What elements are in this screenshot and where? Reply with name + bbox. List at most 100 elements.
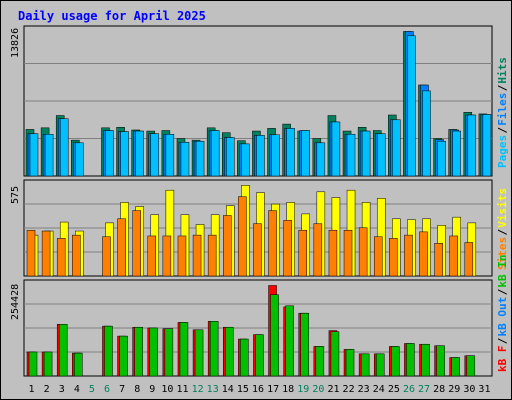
pages-bar-22 — [346, 134, 356, 177]
kb-in-bar-18 — [285, 305, 294, 377]
pages-bar-15 — [241, 143, 250, 177]
kb-in-bar-9 — [149, 327, 159, 377]
x-label-7: 7 — [119, 384, 125, 395]
pages-bar-6 — [105, 130, 114, 177]
x-label-13: 13 — [207, 384, 219, 395]
pages-bar-21 — [331, 121, 341, 177]
sites-bar-25 — [389, 238, 398, 277]
kb-in-bar-6 — [104, 325, 113, 377]
sites-bar-17 — [268, 210, 277, 277]
sites-bar-9 — [147, 235, 157, 277]
x-label-22: 22 — [343, 384, 355, 395]
kb-in-bar-4 — [74, 352, 83, 377]
pages-bar-4 — [75, 142, 84, 177]
pages-bar-25 — [392, 119, 401, 177]
top-legend-2: Files — [496, 93, 509, 126]
x-label-24: 24 — [373, 384, 385, 395]
sites-bar-10 — [162, 235, 172, 277]
x-label-14: 14 — [222, 384, 234, 395]
middle-legend-1: / — [496, 229, 509, 236]
pages-bar-10 — [165, 134, 175, 177]
x-label-27: 27 — [418, 384, 430, 395]
pages-bar-3 — [59, 118, 69, 177]
kb-in-bar-7 — [119, 335, 128, 377]
x-label-30: 30 — [463, 384, 475, 395]
pages-bar-2 — [44, 134, 54, 177]
kb-in-bar-10 — [164, 328, 174, 377]
pages-bar-20 — [316, 142, 326, 177]
pages-bar-29 — [452, 130, 461, 177]
sites-bar-30 — [464, 242, 474, 277]
pages-bar-26 — [407, 35, 416, 177]
kb-in-bar-27 — [421, 343, 430, 377]
kb-in-bar-20 — [315, 346, 325, 377]
kb-in-bar-16 — [255, 334, 264, 377]
kb-in-bar-19 — [300, 312, 309, 377]
kb-in-bar-13 — [209, 321, 219, 377]
bottom-legend-0: kB F — [496, 346, 509, 373]
y-label-kb: 254428 — [10, 284, 21, 320]
sites-bar-27 — [419, 231, 428, 277]
kb-in-bar-26 — [406, 343, 415, 377]
sites-bar-21 — [328, 229, 338, 277]
pages-bar-19 — [301, 130, 310, 177]
sites-bar-20 — [313, 223, 323, 277]
x-label-31: 31 — [478, 384, 490, 395]
x-label-25: 25 — [388, 384, 400, 395]
pages-bar-14 — [226, 137, 235, 177]
sites-bar-22 — [343, 229, 353, 277]
sites-bar-13 — [207, 234, 217, 277]
sites-bar-26 — [404, 234, 413, 277]
kb-in-bar-29 — [451, 357, 460, 377]
x-label-19: 19 — [297, 384, 309, 395]
x-label-4: 4 — [74, 384, 80, 395]
kb-in-bar-12 — [194, 329, 204, 377]
kb-in-bar-25 — [391, 346, 400, 377]
kb-in-bar-8 — [134, 326, 143, 377]
x-label-5: 5 — [89, 384, 95, 395]
kb-in-bar-24 — [375, 353, 385, 377]
middle-legend-0: Sites — [496, 237, 509, 270]
kb-in-bar-28 — [436, 345, 445, 377]
sites-bar-1 — [26, 229, 36, 277]
x-label-2: 2 — [44, 384, 50, 395]
x-label-8: 8 — [134, 384, 140, 395]
top-legend-0: Pages — [496, 135, 509, 168]
bottom-legend-1: / — [496, 337, 509, 344]
sites-bar-18 — [283, 220, 292, 277]
kb-in-bar-22 — [345, 349, 355, 377]
top-legend-4: Hits — [496, 57, 509, 84]
pages-bar-8 — [135, 130, 144, 177]
sites-bar-3 — [56, 238, 66, 277]
pages-bar-12 — [195, 140, 205, 177]
sites-bar-14 — [223, 215, 232, 277]
pages-bar-18 — [286, 128, 295, 177]
pages-bar-13 — [210, 130, 220, 177]
sites-bar-28 — [434, 243, 443, 277]
bottom-legend-2: kB Out — [496, 297, 509, 337]
pages-bar-9 — [150, 133, 160, 177]
sites-bar-16 — [253, 223, 262, 277]
x-label-29: 29 — [448, 384, 460, 395]
kb-in-bar-1 — [28, 351, 38, 377]
kb-in-bar-3 — [58, 324, 68, 377]
sites-bar-7 — [117, 218, 126, 277]
pages-bar-1 — [29, 133, 39, 177]
x-label-1: 1 — [29, 384, 35, 395]
sites-bar-15 — [238, 196, 247, 277]
middle-legend-2: Visits — [496, 188, 509, 228]
kb-in-bar-14 — [225, 326, 234, 377]
chart-title: Daily usage for April 2025 — [18, 9, 206, 23]
y-label-visits: 575 — [10, 186, 21, 204]
x-label-20: 20 — [312, 384, 324, 395]
sites-bar-2 — [41, 230, 51, 277]
x-label-28: 28 — [433, 384, 445, 395]
pages-bar-7 — [120, 131, 129, 177]
y-label-hits: 13826 — [10, 28, 21, 58]
kb-in-bar-15 — [240, 338, 249, 377]
pages-bar-31 — [482, 114, 492, 177]
x-label-9: 9 — [149, 384, 155, 395]
pages-bar-27 — [422, 90, 431, 177]
sites-bar-19 — [298, 229, 307, 277]
pages-bar-24 — [376, 133, 386, 177]
